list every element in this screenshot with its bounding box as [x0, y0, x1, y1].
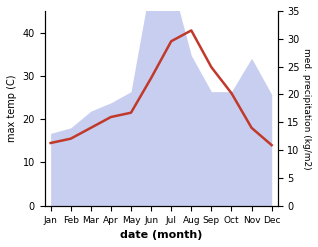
X-axis label: date (month): date (month): [120, 230, 202, 240]
Y-axis label: max temp (C): max temp (C): [7, 75, 17, 142]
Y-axis label: med. precipitation (kg/m2): med. precipitation (kg/m2): [302, 48, 311, 169]
